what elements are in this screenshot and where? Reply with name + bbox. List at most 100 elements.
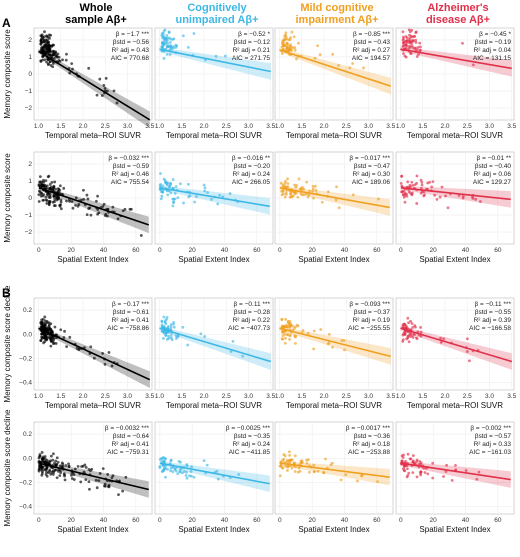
section-label-a: A [2,16,11,30]
x-axis-label: Spatial Extent Index [178,525,249,534]
data-point [59,207,63,211]
data-point [83,463,87,467]
data-point [105,89,109,93]
data-point [52,194,56,198]
data-point [68,335,72,339]
data-point [112,89,116,93]
data-point [49,344,53,348]
data-point [327,341,331,345]
data-point [413,333,416,337]
data-point [411,46,415,49]
data-point [44,38,48,42]
x-tick-label: 20 [309,517,317,524]
data-point [408,36,412,40]
data-point [52,341,56,345]
data-point [40,466,43,469]
column-title-cu: Cognitively unimpaired Aβ+ [175,2,259,26]
data-point [165,183,169,187]
data-point [203,186,207,190]
stat-label: β = −0.017 *** [349,155,390,162]
data-point [169,323,173,326]
data-point [124,475,128,479]
data-point [306,195,310,199]
y-tick-label: 0 [28,71,32,78]
data-point [405,337,409,341]
data-point [203,189,207,193]
data-point [51,65,55,69]
data-point [59,198,63,202]
x-tick-label: 1.0 [155,393,164,400]
stat-label: AIC = −253.88 [348,449,390,456]
data-point [404,459,407,463]
x-tick-label: 2.0 [319,123,328,130]
y-tick-label: 1 [28,54,32,61]
data-point [165,34,169,37]
data-point [96,208,100,211]
data-point [160,323,164,327]
data-point [55,456,59,460]
stat-label: βstd = −0.19 [475,39,512,46]
data-point [405,194,409,198]
data-point [316,44,320,48]
data-point [106,207,110,211]
data-point [45,466,49,470]
data-point [53,57,56,60]
data-point [428,180,432,184]
data-point [464,469,468,472]
data-point [169,181,172,185]
data-point [405,36,409,40]
data-point [295,323,299,327]
data-point [45,319,49,323]
data-point [283,341,287,345]
data-point [53,198,57,201]
data-point [281,330,285,333]
data-point [165,189,169,193]
stat-label: βstd = −0.28 [234,309,271,316]
x-tick-label: 2.5 [222,123,231,130]
stat-label: R² adj = 0.41 [112,441,150,448]
data-point [411,454,415,457]
data-point [408,30,412,34]
data-point [283,37,286,41]
data-point [431,461,435,465]
data-point [415,181,418,185]
x-tick-label: 2.5 [101,123,110,130]
data-point [51,49,55,53]
x-axis-label: Spatial Extent Index [57,255,128,264]
data-point [231,339,235,343]
y-tick-label: −0.4 [19,504,32,511]
data-point [104,76,108,80]
data-point [414,325,417,329]
data-point [43,58,47,62]
data-point [84,478,88,482]
data-point [158,184,162,187]
data-point [49,185,53,189]
x-tick-label: 3.0 [244,393,253,400]
data-point [49,454,53,458]
data-point [88,487,91,491]
data-point [172,325,176,329]
x-tick-label: 0 [158,247,162,254]
data-point [411,459,415,463]
data-point [311,187,315,191]
stat-label: AIC = 129.27 [473,179,512,186]
y-axis-label: Memory composite score [3,29,12,119]
data-point [292,35,296,39]
data-point [282,192,285,196]
x-tick-label: 60 [494,517,502,524]
data-point [44,179,48,182]
x-axis-label: Temporal meta–ROI SUVR [286,131,382,140]
data-point [64,464,68,467]
data-point [63,329,66,333]
x-tick-label: 60 [132,517,140,524]
x-tick-label: 3.0 [364,393,373,400]
data-point [311,189,314,193]
stat-label: AIC = −407.73 [228,325,270,332]
data-point [41,35,45,39]
data-point [203,335,207,338]
data-point [318,53,322,57]
stat-label: β = −0.01 ** [477,155,512,162]
data-point [49,339,53,343]
x-tick-label: 3.5 [507,123,516,130]
data-point [312,347,316,351]
